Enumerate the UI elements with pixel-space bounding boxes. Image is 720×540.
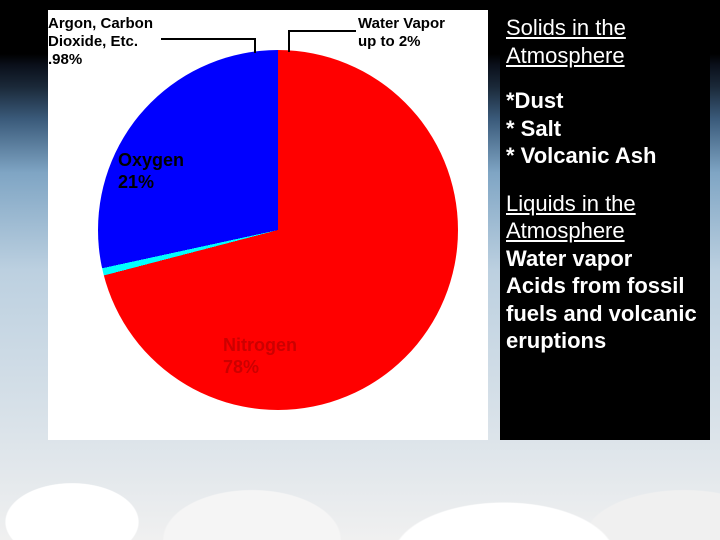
spacer [506, 170, 704, 190]
panel-text: Water vapor [506, 245, 704, 273]
pie-label: Argon, Carbon Dioxide, Etc. .98% [48, 15, 153, 69]
pie-label: Nitrogen 78% [223, 335, 297, 378]
panel-text: Acids from fossil fuels and volcanic eru… [506, 272, 704, 355]
leader-line [161, 38, 254, 40]
panel-text: Solids in the Atmosphere [506, 14, 704, 69]
leader-line [288, 30, 356, 32]
leader-line [288, 30, 290, 52]
text-panel: Solids in the Atmosphere *Dust* Salt* Vol… [500, 10, 710, 440]
pie-label: Water Vapor up to 2% [358, 15, 445, 51]
pie-label: Oxygen 21% [118, 150, 184, 193]
slide-stage: Argon, Carbon Dioxide, Etc. .98% Water Va… [0, 0, 720, 540]
spacer [506, 69, 704, 87]
panel-text: Liquids in the Atmosphere [506, 190, 704, 245]
panel-text: *Dust [506, 87, 704, 115]
panel-text: * Volcanic Ash [506, 142, 704, 170]
panel-text: * Salt [506, 115, 704, 143]
pie-chart-container: Argon, Carbon Dioxide, Etc. .98% Water Va… [48, 10, 488, 440]
leader-line [254, 38, 256, 53]
